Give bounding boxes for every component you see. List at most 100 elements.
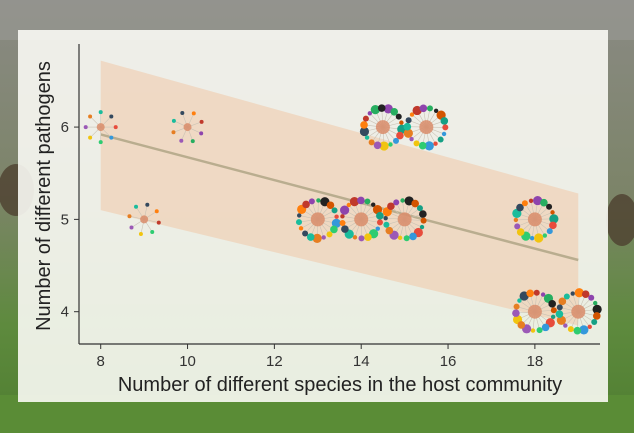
network-node xyxy=(387,202,395,211)
network-node xyxy=(330,225,338,234)
network-node xyxy=(533,289,540,296)
network-node xyxy=(542,233,548,238)
network-node xyxy=(145,202,150,207)
network-node xyxy=(403,235,410,242)
network-hub-node xyxy=(140,215,149,224)
network-node xyxy=(113,125,118,130)
network-node xyxy=(529,235,535,241)
network-node xyxy=(357,196,365,205)
network-hub-node xyxy=(419,120,434,135)
network-node xyxy=(440,117,449,125)
network-node xyxy=(528,198,534,203)
network-node xyxy=(372,205,383,215)
network-node xyxy=(433,141,438,146)
data-point-network xyxy=(382,196,427,242)
network-node xyxy=(377,104,386,112)
network-node xyxy=(534,233,544,243)
x-tick-label: 12 xyxy=(266,353,283,370)
network-node xyxy=(171,130,176,135)
network-node xyxy=(199,119,204,124)
network-node xyxy=(592,304,602,314)
network-node xyxy=(546,203,553,210)
x-axis-title: Number of different species in the host … xyxy=(118,374,562,396)
data-point-network xyxy=(403,104,449,151)
network-node xyxy=(514,223,521,230)
network-node xyxy=(536,327,543,334)
network-node xyxy=(418,141,427,150)
network-node xyxy=(549,214,559,224)
network-node xyxy=(306,233,315,241)
network-node xyxy=(517,321,526,329)
network-node xyxy=(88,114,93,119)
network-node xyxy=(98,140,103,145)
network-node xyxy=(521,200,528,207)
network-node xyxy=(376,219,383,226)
trend-line xyxy=(100,133,579,262)
network-node xyxy=(331,218,341,228)
network-node xyxy=(379,141,389,151)
data-point-network xyxy=(512,289,557,334)
network-node xyxy=(433,108,439,114)
network-node xyxy=(395,113,402,120)
network-node xyxy=(127,214,132,219)
network-node xyxy=(587,324,592,330)
network-node xyxy=(129,225,134,230)
network-node xyxy=(588,294,595,301)
network-node xyxy=(376,212,384,220)
network-node xyxy=(574,288,584,298)
network-node xyxy=(419,224,425,230)
network-node xyxy=(517,298,522,303)
network-node xyxy=(308,198,315,205)
network-node xyxy=(526,289,534,298)
network-node xyxy=(516,203,524,212)
network-node xyxy=(383,221,390,228)
network-node xyxy=(109,114,114,119)
x-tick-label: 16 xyxy=(440,353,457,370)
network-node xyxy=(563,323,568,328)
network-node xyxy=(199,131,204,136)
network-node xyxy=(403,122,412,131)
network-node xyxy=(346,202,351,208)
network-node xyxy=(98,110,103,115)
network-hub-node xyxy=(527,212,542,227)
data-point-network xyxy=(171,111,204,144)
network-node xyxy=(409,112,415,117)
network-node xyxy=(360,121,368,129)
network-node xyxy=(593,300,598,306)
network-node xyxy=(109,135,114,140)
network-node xyxy=(83,125,88,130)
network-node xyxy=(339,219,346,226)
y-axis-title: Number of different pathogens xyxy=(33,61,55,331)
network-node xyxy=(593,312,601,320)
network-node xyxy=(331,207,338,214)
data-point-network xyxy=(295,197,341,243)
network-node xyxy=(546,228,553,235)
y-tick-label: 6 xyxy=(61,119,69,136)
network-node xyxy=(316,198,321,203)
network-node xyxy=(138,232,143,237)
network-node xyxy=(349,197,360,207)
network-node xyxy=(362,115,369,122)
network-node xyxy=(150,230,155,235)
network-node xyxy=(367,111,373,116)
x-tick-label: 10 xyxy=(179,353,196,370)
network-node xyxy=(326,231,333,238)
network-node xyxy=(180,111,185,116)
network-node xyxy=(412,105,422,116)
network-hub-node xyxy=(571,304,586,319)
network-node xyxy=(513,303,520,310)
network-hub-node xyxy=(375,120,390,135)
network-node xyxy=(368,139,375,146)
network-node xyxy=(441,131,447,137)
network-node xyxy=(364,198,371,205)
network-node xyxy=(581,290,590,298)
network-node xyxy=(556,304,563,311)
network-node xyxy=(419,104,428,113)
network-node xyxy=(326,201,335,210)
network-node xyxy=(385,226,394,235)
network-node xyxy=(302,230,309,237)
network-node xyxy=(397,235,403,241)
network-node xyxy=(302,200,310,209)
network-node xyxy=(373,141,382,150)
